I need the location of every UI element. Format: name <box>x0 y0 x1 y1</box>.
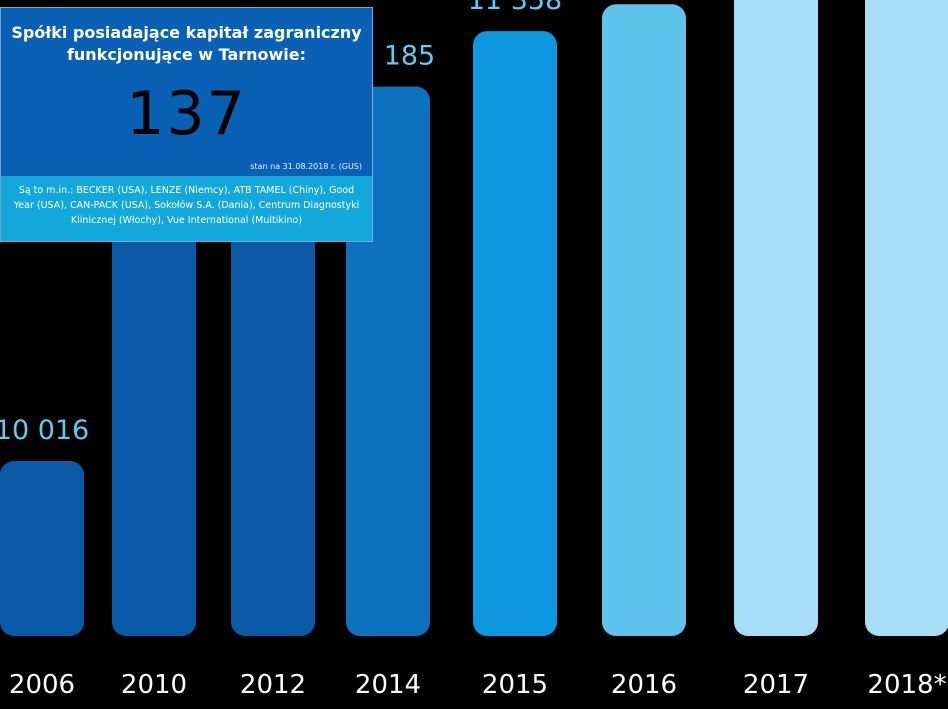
info-box-companies-text: Są to m.in.: BECKER (USA), LENZE (Niemcy… <box>13 185 360 226</box>
bar-year-label: 2010 <box>121 670 187 700</box>
bar-value-label: 10 016 <box>0 415 89 446</box>
info-box-companies-panel: Są to m.in.: BECKER (USA), LENZE (Niemcy… <box>1 176 372 241</box>
info-box-number: 137 <box>126 79 247 149</box>
info-box: Spółki posiadające kapitał zagraniczny f… <box>0 7 373 242</box>
bar-2015 <box>473 31 557 636</box>
info-box-top: Spółki posiadające kapitał zagraniczny f… <box>1 8 372 176</box>
bar-value-label: 11 358 <box>468 0 562 16</box>
bar-year-label: 2018* <box>867 670 946 700</box>
bar-year-label: 2016 <box>611 670 677 700</box>
info-box-title: Spółki posiadające kapitał zagraniczny f… <box>11 23 362 64</box>
bar-2016 <box>602 4 686 637</box>
bar-2017 <box>734 0 818 636</box>
bar-year-label: 2012 <box>240 670 306 700</box>
bar-2010 <box>112 124 196 637</box>
bar-year-label: 2015 <box>482 670 548 700</box>
info-box-source-note: stan na 31.08.2018 r. (GUS) <box>250 162 362 171</box>
bar-year-label: 2006 <box>9 670 75 700</box>
bar-year-label: 2014 <box>355 670 421 700</box>
bar-year-label: 2017 <box>743 670 809 700</box>
bar-2018 <box>865 0 948 636</box>
bar-2006 <box>0 461 84 636</box>
